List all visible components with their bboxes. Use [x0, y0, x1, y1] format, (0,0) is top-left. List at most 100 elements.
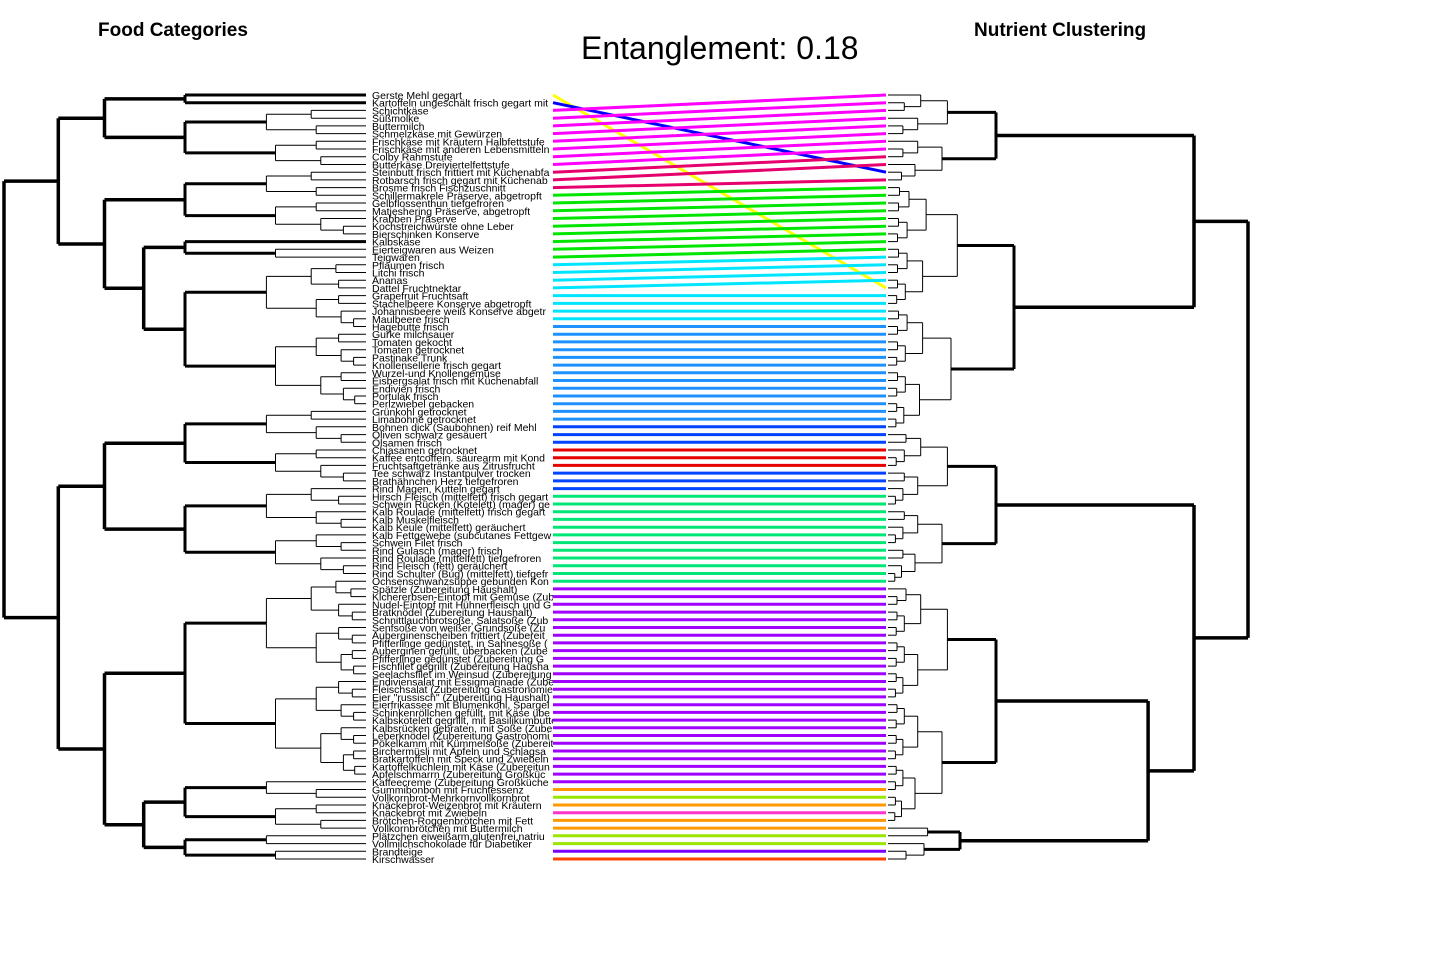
leaf-label: Colby Rahmstufe: [372, 152, 453, 164]
connection-line: [552, 232, 887, 244]
leaf-label: Ochsenschwanzsuppe gebunden Kon: [372, 576, 549, 588]
leaf-label: Litchi frisch: [372, 268, 425, 280]
leaf-label: Vollkornbrot-Mehrkornvollkornbrot: [372, 792, 530, 804]
leaf-label: Süßmolke: [372, 113, 419, 125]
connection-line: [552, 209, 887, 220]
leaf-label: Brosme frisch Fischzuschnitt: [372, 183, 506, 195]
connection-line: [552, 132, 887, 151]
entanglement-title: Entanglement: 0.18: [581, 30, 859, 66]
connection-line: [552, 201, 887, 213]
leaf-label: Kalb Keule (mittelfett) geräuchert: [372, 522, 526, 534]
leaf-label: Kaffeecreme (Zubereitung Großküche: [372, 777, 549, 789]
leaf-label: Oliven schwarz gesäuert: [372, 430, 487, 442]
connection-line: [552, 193, 887, 205]
leaf-label: Grapefruit Fruchtsaft: [372, 291, 468, 303]
leaf-label: Nudel-Eintopf mit Hühnerfleisch und G: [372, 599, 551, 611]
leaf-label: Kalb Muskelfleisch: [372, 514, 459, 526]
leaf-label: Auberginenscheiben frittiert (Zubereit: [372, 630, 545, 642]
leaf-label: Pastinake Trunk: [372, 352, 448, 364]
leaf-label: Schichtkäse: [372, 105, 429, 117]
leaf-label: Hagebutte frisch: [372, 322, 449, 334]
leaf-label: Pökelkamm mit Kümmelsoße (Zubereit: [372, 738, 554, 750]
leaf-label: Rind Fleisch (fett) geräuchert: [372, 561, 507, 573]
leaf-label: Brötchen-Roggenbrötchen mit Fett: [372, 815, 533, 827]
leaf-label: Kochstreichwürste ohne Leber: [372, 221, 514, 233]
connection-line: [552, 116, 887, 136]
leaf-label: Knollensellerie frisch gegart: [372, 360, 501, 372]
leaf-label: Kartoffeln ungeschält frisch gegart mit: [372, 98, 548, 110]
leaf-label: Apfelschmarrn (Zubereitung Großküc: [372, 769, 545, 781]
leaf-label: Stachelbeere Konserve abgetropft: [372, 298, 531, 310]
leaf-label: Seelachsfilet im Weinsud (Zubereitung: [372, 669, 552, 681]
connection-line: [552, 124, 887, 143]
leaf-label: Fischfilet gegrillt (Zubereitung Hausha: [372, 661, 549, 673]
connection-line: [552, 147, 887, 166]
connection-line: [552, 155, 887, 174]
connection-line: [552, 101, 887, 120]
leaf-label: Frischkäse mit Kräutern Halbfettstufe: [372, 136, 545, 148]
leaf-label: Maulbeere frisch: [372, 314, 450, 326]
leaf-label: Kaffee entcoffein. säurearm mit Kond: [372, 453, 545, 465]
leaf-label: Rind Roulade (mittelfett) tiefgefroren: [372, 553, 541, 565]
leaf-label: Portulak frisch: [372, 391, 439, 403]
leaf-label: Eier "russisch" (Zubereitung Haushalt): [372, 692, 550, 704]
leaf-label: Wurzel-und Knollengemüse: [372, 368, 501, 380]
leaf-label: Tee schwarz Instantpulver trocken: [372, 468, 531, 480]
right-dendrogram: [888, 94, 1250, 860]
connection-line: [552, 178, 887, 190]
connection-line: [552, 163, 887, 182]
leaf-label: Krabben Präserve: [372, 214, 457, 226]
leaf-label: Eisbergsalat frisch mit Küchenabfall: [372, 376, 538, 388]
leaf-label: Rind Gulasch (mager) frisch: [372, 545, 503, 557]
leaf-label: Schinkenröllchen gefüllt, mit Käse übe: [372, 707, 550, 719]
connection-line: [552, 278, 887, 290]
leaf-label: Bohnen dick (Saubohnen) reif Mehl: [372, 422, 537, 434]
leaf-label: Tomaten gekocht: [372, 337, 452, 349]
leaf-label: Kalbskotelett gegrillt, mit Basilikumbut…: [372, 715, 557, 727]
leaf-label: Pfifferlinge gedünstet, in Sahnesoße (: [372, 638, 548, 650]
leaf-label: Birchermüsli mit Äpfeln und Schlagsa: [372, 746, 546, 758]
leaf-label: Limabohne getrocknet: [372, 414, 476, 426]
leaf-label: Steinbutt frisch frittiert mit Küchenabf…: [372, 167, 550, 179]
leaf-label: Knäckebrot-Weizenbrot mit Kräutern: [372, 800, 542, 812]
right-dendrogram-title: Nutrient Clustering: [974, 20, 1147, 41]
leaf-label: Rind Schulter (Bug) (mittelfett) tiefgef…: [372, 569, 549, 581]
leaf-label: Schwein Rücken (Kotelett) (mager) ge: [372, 499, 550, 511]
leaf-label: Grünkohl getrocknet: [372, 406, 467, 418]
leaf-label: Bierschinken Konserve: [372, 229, 480, 241]
leaf-label: Leberknödel (Zubereitung Gastronomi: [372, 731, 549, 743]
leaf-label: Tomaten getrocknet: [372, 345, 464, 357]
leaf-label: Dattel Fruchtnektar: [372, 283, 462, 295]
leaf-label: Endivien frisch: [372, 383, 440, 395]
leaf-label: Matjeshering Präserve, abgetropft: [372, 206, 530, 218]
leaf-label: Gurke milchsauer: [372, 329, 455, 341]
leaf-label: Ölsamen frisch: [372, 437, 442, 449]
connection-line: [552, 93, 887, 112]
connection-line: [552, 240, 887, 251]
leaf-label: Vollmilchschokolade für Diabetiker: [372, 839, 532, 851]
leaf-label: Kichererbsen-Eintopf mit Gemüse (Zub: [372, 592, 554, 604]
leaf-label: Teigwaren: [372, 252, 420, 264]
leaf-label: Endiviensalat mit Essigmarinade (Zube: [372, 677, 554, 689]
leaf-label: Kirschwasser: [372, 854, 435, 866]
leaf-label: Pflaumen frisch: [372, 260, 445, 272]
connection-line: [552, 224, 887, 236]
connection-line: [552, 263, 887, 274]
leaf-label: Kalbskäse: [372, 237, 421, 249]
leaf-label: Schwein Filet frisch: [372, 538, 463, 550]
leaf-label: Buttermilch: [372, 121, 425, 133]
leaf-label: Kartoffelküchlein mit Käse (Zubereitun: [372, 761, 550, 773]
leaf-label: Gelbflossenthun tiefgefroren: [372, 198, 504, 210]
leaf-label: Frischkäse mit anderen Lebensmitteln: [372, 144, 550, 156]
leaf-label: Perlzwiebel gebacken: [372, 399, 474, 411]
leaf-label: Schmelzkäse mit Gewürzen: [372, 129, 502, 141]
connection-line: [552, 186, 887, 197]
leaf-label: Bratkartoffeln mit Speck und Zwiebeln: [372, 754, 549, 766]
leaf-label: Chiasamen getrocknet: [372, 445, 477, 457]
left-dendrogram: [2, 93, 366, 860]
connecting-lines: [552, 93, 887, 861]
leaf-label: Schillermakrele Präserve, abgetropft: [372, 190, 542, 202]
leaf-label: Vollkornbrötchen mit Buttermilch: [372, 823, 523, 835]
